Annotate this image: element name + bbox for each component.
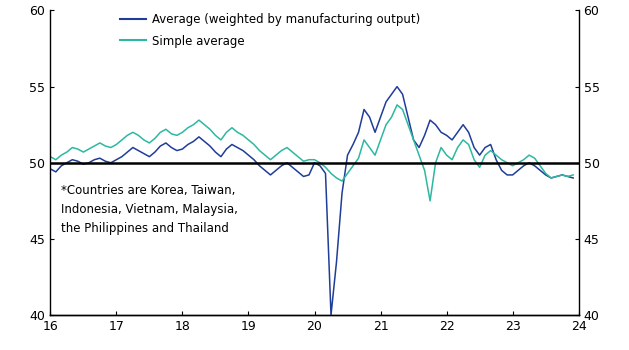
Average (weighted by manufacturing output) <box>333 260 340 264</box>
Line: Average (weighted by manufacturing output): Average (weighted by manufacturing outpu… <box>50 86 573 315</box>
Average (weighted by manufacturing output) <box>272 168 280 173</box>
Simple average <box>272 153 280 157</box>
Simple average <box>537 164 544 168</box>
Average (weighted by manufacturing output) <box>311 161 318 165</box>
Average (weighted by manufacturing output) <box>118 155 126 159</box>
Line: Simple average: Simple average <box>50 105 573 201</box>
Simple average <box>195 118 203 122</box>
Simple average <box>47 155 54 159</box>
Simple average <box>118 138 126 142</box>
Average (weighted by manufacturing output) <box>195 135 203 139</box>
Average (weighted by manufacturing output) <box>569 176 577 180</box>
Text: *Countries are Korea, Taiwan,
Indonesia, Vietnam, Malaysia,
the Philippines and : *Countries are Korea, Taiwan, Indonesia,… <box>61 184 238 235</box>
Simple average <box>569 173 577 177</box>
Simple average <box>311 158 318 162</box>
Simple average <box>393 103 401 107</box>
Average (weighted by manufacturing output) <box>47 167 54 171</box>
Average (weighted by manufacturing output) <box>537 168 544 173</box>
Average (weighted by manufacturing output) <box>393 84 401 89</box>
Simple average <box>327 171 335 175</box>
Average (weighted by manufacturing output) <box>327 313 335 317</box>
Simple average <box>426 199 434 203</box>
Legend: Average (weighted by manufacturing output), Simple average: Average (weighted by manufacturing outpu… <box>120 13 420 48</box>
